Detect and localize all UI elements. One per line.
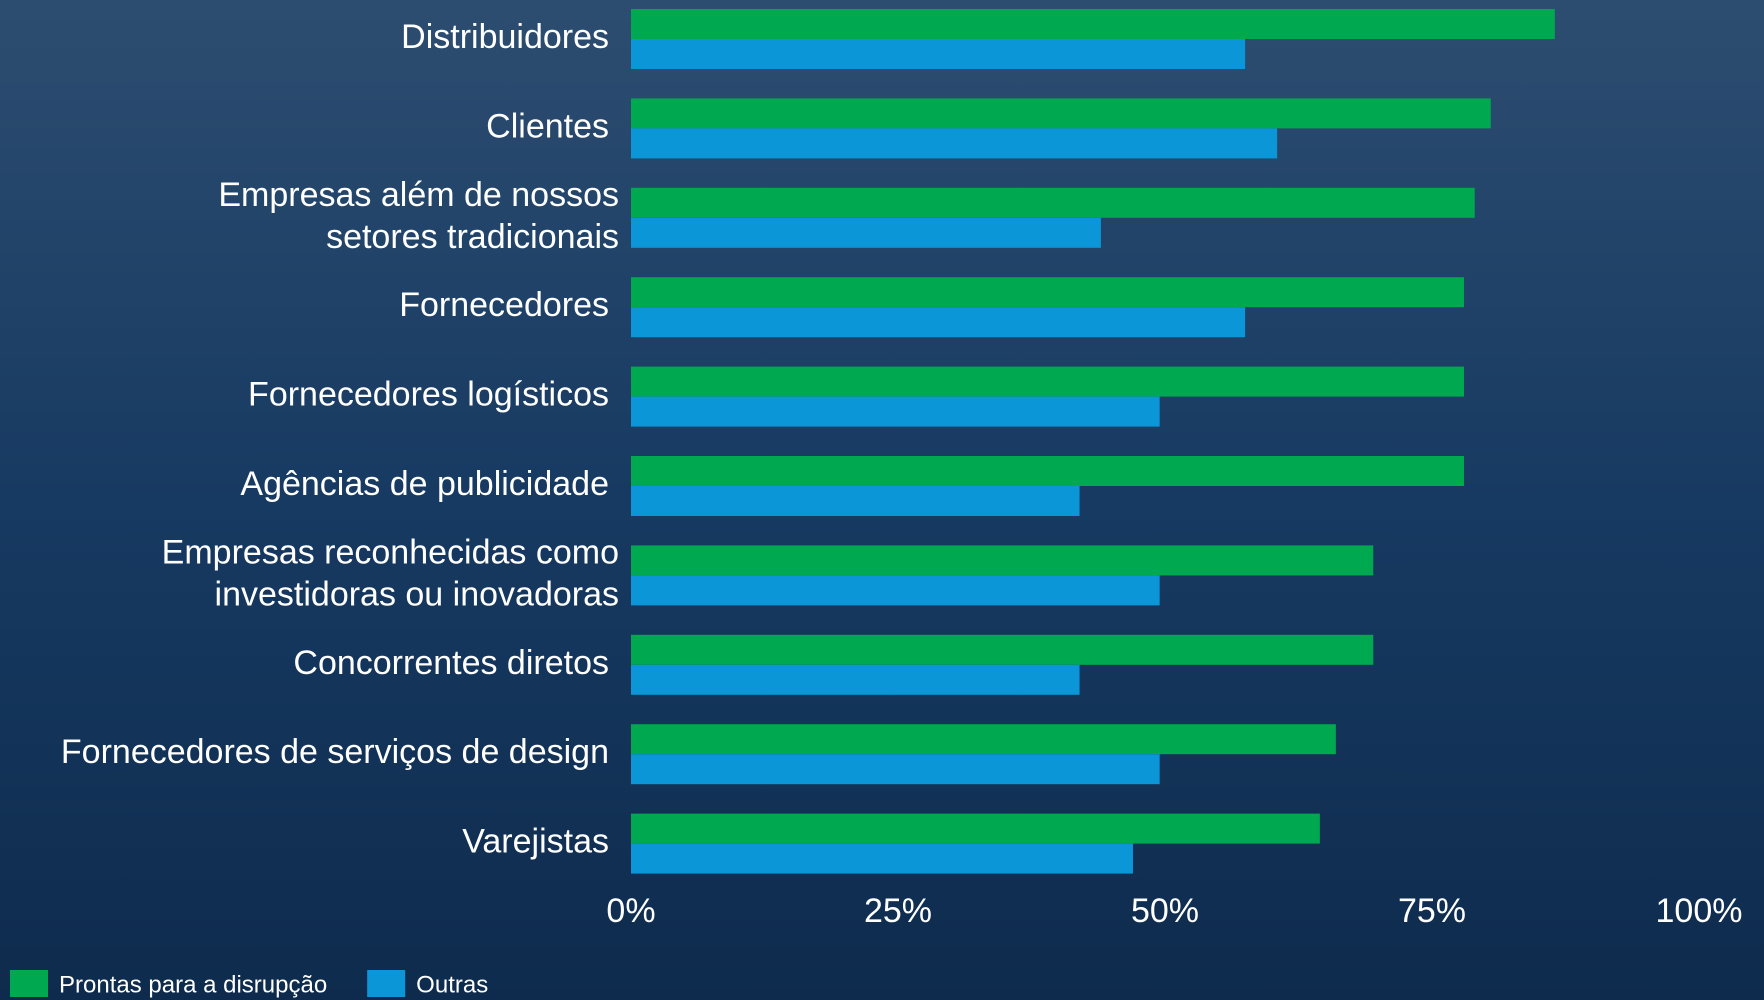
bar [631, 98, 1491, 129]
legend-label: Prontas para a disrupção [59, 971, 327, 998]
bar [631, 634, 1374, 665]
category-label: Varejistas [462, 823, 609, 861]
bar [631, 9, 1555, 39]
category-label: Agências de publicidade [240, 465, 609, 503]
x-tick-label: 50% [1131, 892, 1199, 930]
bar [631, 187, 1475, 218]
bar [631, 39, 1246, 69]
bar [631, 664, 1080, 695]
bar [631, 486, 1080, 516]
bar [631, 545, 1374, 576]
category-label-line: Empresas reconhecidas como [162, 533, 619, 571]
bar [631, 724, 1336, 755]
category-label: Fornecedores logísticos [248, 376, 609, 414]
bar [631, 307, 1246, 338]
x-tick-label: 100% [1656, 892, 1743, 930]
legend-label: Outras [416, 971, 488, 998]
bar [631, 366, 1465, 397]
category-label-line: investidoras ou inovadoras [215, 575, 619, 613]
bar [631, 277, 1465, 308]
category-label: Distribuidores [401, 18, 609, 56]
category-label: Concorrentes diretos [293, 644, 609, 682]
category-label: Empresas além de nossos setores tradicion… [218, 176, 619, 256]
category-label: Fornecedores de serviços de design [61, 733, 609, 771]
x-tick-label: 0% [606, 892, 655, 930]
legend-swatch [367, 970, 406, 997]
bar [631, 754, 1160, 785]
bar [631, 575, 1160, 606]
category-label: Empresas reconhecidas como investidoras o… [162, 533, 619, 613]
category-label: Fornecedores [399, 286, 609, 324]
bar [631, 456, 1465, 486]
bar [631, 396, 1160, 427]
bar [631, 128, 1278, 159]
bar [631, 217, 1101, 248]
category-label-line: Empresas além de nossos [218, 176, 619, 214]
x-tick-label: 25% [864, 892, 932, 930]
bar [631, 813, 1320, 844]
category-label: Clientes [486, 107, 609, 145]
x-tick-label: 75% [1398, 892, 1466, 930]
legend-swatch [10, 970, 48, 997]
category-label-line: setores tradicionais [326, 218, 619, 256]
bar [631, 843, 1133, 874]
